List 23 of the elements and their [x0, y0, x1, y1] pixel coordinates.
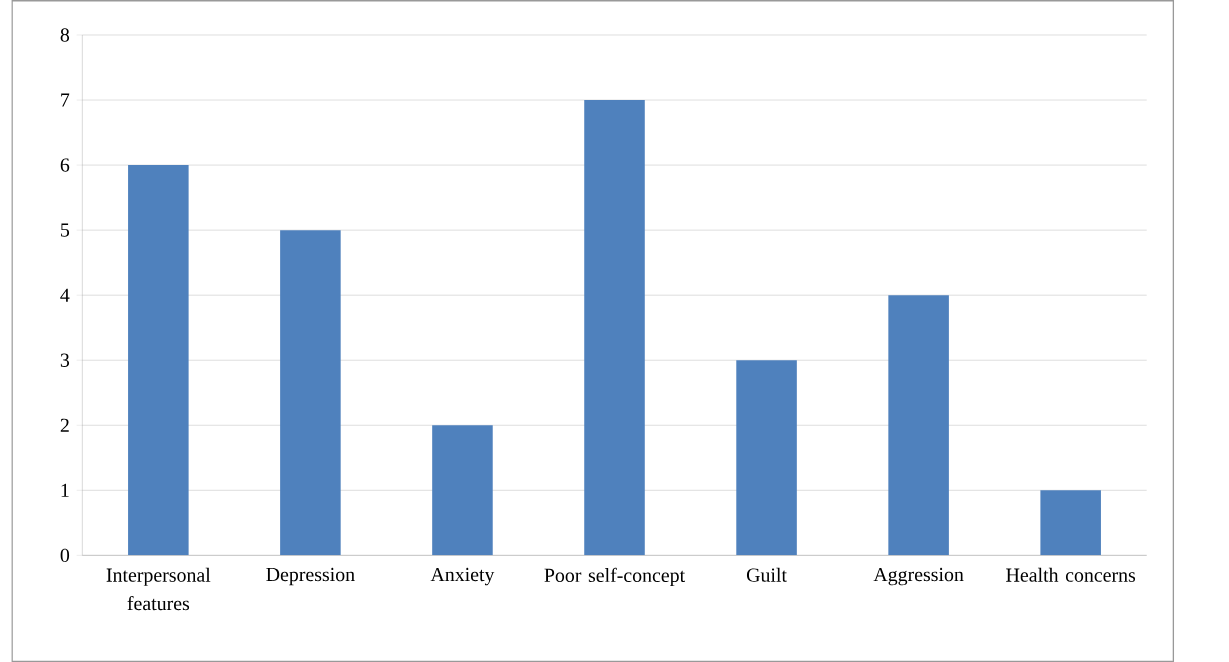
- bar: [584, 99, 645, 556]
- x-tick-label: Poor self-concept: [544, 567, 686, 586]
- bar: [888, 295, 949, 556]
- bar: [128, 164, 189, 556]
- y-tick-label: 7: [61, 93, 70, 107]
- y-tick-label: 3: [60, 353, 70, 367]
- x-tick-label: Interpersonal features: [106, 567, 211, 611]
- x-tick-label: Health concerns: [1006, 567, 1136, 582]
- y-tick-label: 5: [61, 223, 70, 237]
- y-tick-label: 6: [60, 158, 70, 172]
- y-tick-label: 2: [60, 418, 69, 432]
- x-tick-label: Anxiety: [430, 567, 495, 586]
- bar: [280, 230, 341, 556]
- y-tick-label: 1: [61, 483, 69, 497]
- bar: [432, 425, 493, 556]
- bar: [736, 360, 797, 556]
- bar: [1040, 490, 1101, 556]
- x-tick-label: Depression: [266, 567, 355, 586]
- y-tick-label: 0: [60, 548, 70, 562]
- x-tick-label: Aggression: [873, 567, 964, 586]
- x-tick-label: Guilt: [746, 567, 787, 582]
- y-tick-label: 8: [60, 28, 70, 42]
- y-tick-label: 4: [60, 288, 70, 302]
